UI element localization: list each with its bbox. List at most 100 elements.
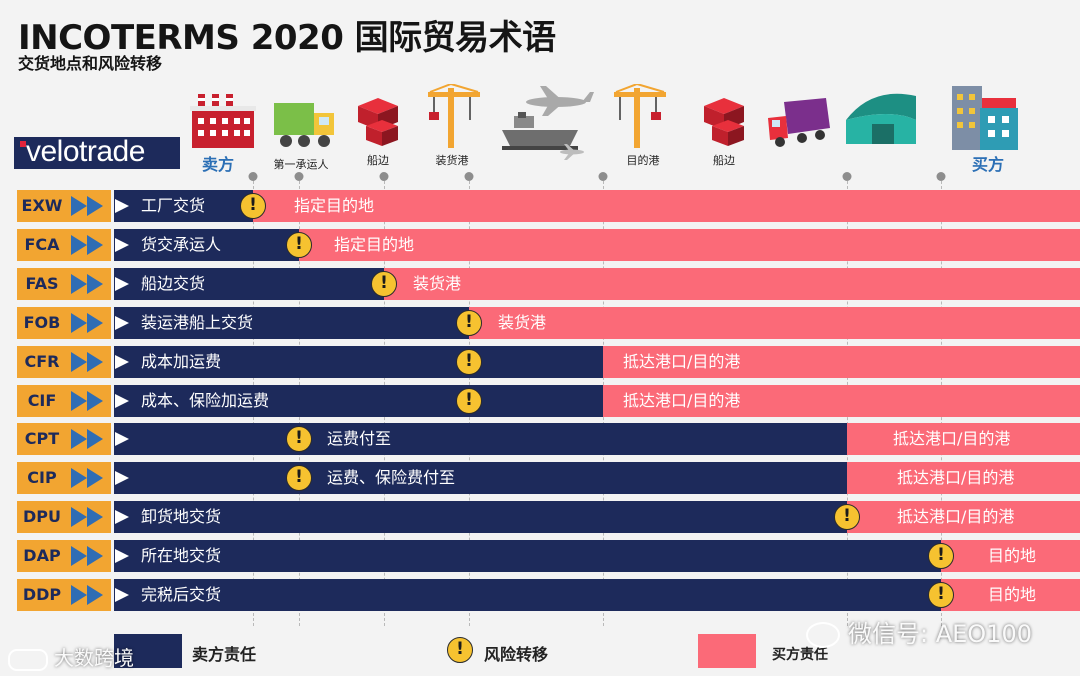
seller-text: 船边交货 — [141, 274, 206, 293]
risk-transfer-icon: ! — [240, 193, 266, 219]
play-arrow-icon — [115, 549, 129, 563]
play-arrow-icon — [115, 471, 129, 485]
delivery-truck-icon — [768, 98, 830, 147]
legend-risk-icon: ! — [447, 637, 473, 663]
buyer-responsibility-bar — [941, 540, 1080, 572]
buyer-responsibility-bar — [847, 462, 1080, 494]
timeline-tick — [842, 172, 852, 181]
buyer-text: 装货港 — [413, 274, 462, 293]
term-code: FOB — [17, 307, 67, 339]
wechat-watermark: 微信号: AEO100 — [806, 614, 1032, 649]
timeline-tick — [598, 172, 608, 181]
seller-responsibility-bar — [114, 268, 384, 300]
legend-buyer-label: 买方责任 — [772, 647, 828, 663]
term-row-dap: DAP 所在地交货 目的地! — [0, 540, 1080, 572]
factory-icon — [190, 94, 256, 148]
buildings-icon — [952, 86, 1018, 150]
legend-buyer-swatch — [698, 634, 756, 668]
timeline-tick — [248, 172, 258, 181]
seller-text: 运费付至 — [327, 429, 392, 448]
velotrade-logo: velotrade — [14, 137, 180, 169]
play-arrow-icon — [115, 432, 129, 446]
term-row-exw: EXW 工厂交货 指定目的地! — [0, 190, 1080, 222]
buyer-responsibility-bar — [847, 423, 1080, 455]
risk-transfer-icon: ! — [456, 310, 482, 336]
seller-responsibility-bar — [114, 346, 603, 378]
legend-risk-label: 风险转移 — [484, 645, 549, 664]
term-row-fca: FCA 货交承运人 指定目的地! — [0, 229, 1080, 261]
seller-text: 卸货地交货 — [141, 507, 222, 526]
double-chevron-icon — [67, 268, 111, 300]
double-chevron-icon — [67, 190, 111, 222]
crane-icon — [614, 84, 666, 148]
buyer-responsibility-bar — [299, 229, 1080, 261]
seller-responsibility-bar — [114, 385, 603, 417]
truck-icon — [274, 103, 334, 147]
double-chevron-icon — [67, 307, 111, 339]
play-arrow-icon — [115, 588, 129, 602]
term-code: EXW — [17, 190, 67, 222]
term-row-dpu: DPU 卸货地交货 抵达港口/目的港! — [0, 501, 1080, 533]
station-label-first-carrier: 第一承运人 — [273, 158, 329, 171]
page-title: INCOTERMS 2020 国际贸易术语 — [18, 18, 556, 58]
timeline-tick — [936, 172, 946, 181]
buyer-responsibility-bar — [847, 501, 1080, 533]
seller-text: 运费、保险费付至 — [327, 468, 456, 487]
seller-responsibility-bar — [114, 501, 847, 533]
timeline-tick — [464, 172, 474, 181]
logo-dot-icon — [20, 141, 26, 147]
term-row-cpt: CPT 运费付至 抵达港口/目的港! — [0, 423, 1080, 455]
timeline-tick — [379, 172, 389, 181]
play-arrow-icon — [115, 510, 129, 524]
warehouse-icon — [846, 93, 916, 144]
logo-text: velotrade — [26, 135, 145, 168]
play-arrow-icon — [115, 394, 129, 408]
buyer-text: 抵达港口/目的港 — [893, 429, 1011, 448]
term-code: CFR — [17, 346, 67, 378]
risk-transfer-icon: ! — [286, 426, 312, 452]
risk-transfer-icon: ! — [456, 388, 482, 414]
station-label-buyer: 买方 — [971, 155, 1005, 174]
risk-transfer-icon: ! — [286, 232, 312, 258]
station-label-destination-port: 目的港 — [626, 154, 660, 167]
buyer-text: 抵达港口/目的港 — [623, 391, 741, 410]
wechat-icon — [806, 622, 840, 648]
legend-seller-label: 卖方责任 — [192, 645, 257, 664]
term-row-fob: FOB 装运港船上交货 装货港! — [0, 307, 1080, 339]
station-label-alongside-origin: 船边 — [367, 154, 389, 167]
buyer-responsibility-bar — [941, 579, 1080, 611]
buyer-text: 目的地 — [988, 546, 1037, 565]
risk-transfer-icon: ! — [371, 271, 397, 297]
term-code: DPU — [17, 501, 67, 533]
brand-watermark-icon — [8, 648, 48, 671]
seller-text: 成本加运费 — [141, 352, 222, 371]
risk-transfer-icon: ! — [456, 349, 482, 375]
containers-icon — [358, 98, 398, 146]
play-arrow-icon — [115, 238, 129, 252]
risk-transfer-icon: ! — [928, 582, 954, 608]
play-arrow-icon — [115, 316, 129, 330]
bottom-left-watermark: 大数跨境 — [8, 642, 134, 671]
station-label-alongside-destination: 船边 — [713, 154, 735, 167]
crane-icon — [428, 84, 480, 148]
seller-responsibility-bar — [114, 423, 847, 455]
seller-text: 装运港船上交货 — [141, 313, 254, 332]
legend-seller-swatch — [114, 634, 182, 668]
seller-responsibility-bar — [114, 190, 253, 222]
buyer-responsibility-bar — [469, 307, 1080, 339]
seller-text: 工厂交货 — [141, 196, 206, 215]
timeline-tick — [294, 172, 304, 181]
seller-text: 货交承运人 — [141, 235, 222, 254]
buyer-responsibility-bar — [603, 385, 1080, 417]
buyer-text: 抵达港口/目的港 — [897, 468, 1015, 487]
term-row-fas: FAS 船边交货 装货港! — [0, 268, 1080, 300]
play-arrow-icon — [115, 277, 129, 291]
buyer-responsibility-bar — [253, 190, 1080, 222]
term-row-ddp: DDP 完税后交货 目的地! — [0, 579, 1080, 611]
seller-responsibility-bar — [114, 540, 941, 572]
term-code: FAS — [17, 268, 67, 300]
buyer-text: 抵达港口/目的港 — [623, 352, 741, 371]
buyer-text: 指定目的地 — [294, 196, 375, 215]
term-row-cip: CIP 运费、保险费付至 抵达港口/目的港! — [0, 462, 1080, 494]
